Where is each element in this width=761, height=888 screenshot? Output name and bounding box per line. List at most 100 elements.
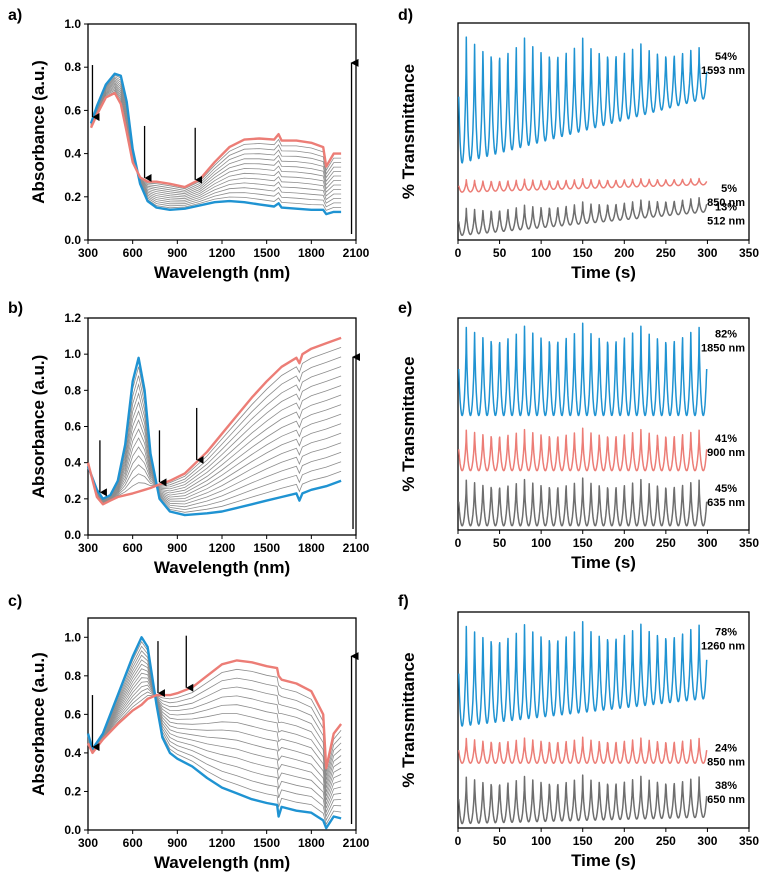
x-tick-label: 250 [656,246,676,260]
x-tick-label: 600 [123,541,143,555]
intermediate-spectrum [90,77,342,205]
y-tick-label: 0.6 [64,707,81,721]
x-tick-label: 350 [739,246,759,260]
trace-percent-label: 54% [715,51,737,63]
x-tick-label: 150 [573,246,593,260]
intermediate-spectrum [87,672,342,797]
intermediate-spectrum [87,413,342,502]
trace-percent-label: 41% [715,433,737,445]
intermediate-spectrum [87,677,342,793]
y-tick-label: 0.8 [64,60,81,74]
trace-512-nm [457,196,708,237]
trace-percent-label: 45% [715,483,737,495]
intermediate-spectrum [87,366,342,504]
trace-percent-label: 5% [721,183,737,195]
trace-wavelength-label: 850 nm [707,197,745,209]
x-tick-label: 1800 [298,541,325,555]
intermediate-spectrum [90,88,342,193]
x-tick-label: 100 [531,834,551,848]
plot-frame [87,617,357,831]
y-tick-label: 0.2 [64,784,81,798]
y-tick-label: 1.2 [64,311,81,325]
trace-635-nm [457,477,708,527]
initial-spectrum-line [89,72,342,216]
x-tick-label: 1500 [253,541,280,555]
x-tick-label: 300 [697,834,717,848]
y-tick-label: 0.8 [64,383,81,397]
panel-label: f) [398,593,409,610]
intermediate-spectrum [87,404,342,503]
intermediate-spectrum [87,645,342,822]
x-axis-label: Time (s) [571,851,636,870]
x-tick-label: 300 [78,246,98,260]
x-tick-label: 2100 [343,541,370,555]
panel-label: b) [8,300,23,317]
intermediate-spectrum [87,681,342,789]
intermediate-spectrum [87,686,342,781]
y-tick-label: 0.4 [64,746,81,760]
trace-percent-label: 82% [715,328,737,340]
x-tick-label: 300 [697,536,717,550]
x-tick-label: 0 [455,536,462,550]
initial-spectrum-line [86,356,342,517]
y-axis-label: Absorbance (a.u.) [29,355,48,499]
x-tick-label: 0 [455,246,462,260]
x-tick-label: 600 [123,246,143,260]
y-axis-label: % Transmittance [399,64,418,199]
x-tick-label: 0 [455,834,462,848]
intermediate-spectrum [87,668,342,773]
trace-percent-label: 38% [715,780,737,792]
x-tick-label: 300 [697,246,717,260]
y-tick-label: 0.2 [64,190,81,204]
x-tick-label: 2100 [343,836,370,850]
intermediate-spectrum [90,80,342,201]
panel-label: e) [398,300,412,317]
x-tick-label: 150 [573,834,593,848]
trace-wavelength-label: 1850 nm [701,342,745,354]
y-tick-label: 0.4 [64,456,81,470]
intermediate-spectrum [87,641,342,826]
x-tick-label: 200 [614,536,634,550]
x-tick-label: 1800 [298,246,325,260]
x-axis-label: Time (s) [571,553,636,572]
trace-wavelength-label: 1593 nm [701,65,745,77]
y-axis-label: Absorbance (a.u.) [29,60,48,204]
x-tick-label: 150 [573,536,593,550]
plot-frame [457,611,750,829]
intermediate-spectrum [87,654,342,814]
x-tick-label: 200 [614,246,634,260]
intermediate-spectrum [87,394,342,503]
trace-850-nm [457,177,708,193]
x-axis-label: Wavelength (nm) [154,558,290,577]
panel-label: d) [398,7,413,24]
trace-percent-label: 78% [715,627,737,639]
x-axis-label: Wavelength (nm) [154,853,290,872]
x-tick-label: 250 [656,536,676,550]
x-tick-label: 900 [167,836,187,850]
y-tick-label: 0.6 [64,420,81,434]
intermediate-spectrum [87,385,342,503]
intermediate-spectrum [90,83,342,198]
x-tick-label: 900 [167,246,187,260]
intermediate-spectrum [87,677,342,777]
panel-label: a) [8,7,22,24]
x-axis-label: Time (s) [571,263,636,282]
x-axis-label: Wavelength (nm) [154,263,290,282]
plot-frame [457,22,750,241]
trace-wavelength-label: 850 nm [707,756,745,768]
x-tick-label: 2100 [343,246,370,260]
intermediate-spectrum [87,356,342,504]
x-tick-label: 50 [493,834,507,848]
trace-wavelength-label: 900 nm [707,447,745,459]
y-axis-label: % Transmittance [399,652,418,787]
x-tick-label: 50 [493,536,507,550]
y-tick-label: 1.0 [64,630,81,644]
x-tick-label: 350 [739,834,759,848]
x-tick-label: 100 [531,536,551,550]
plot-frame [457,317,750,531]
final-spectrum-line [89,91,342,189]
trace-1260-nm [457,620,708,727]
y-tick-label: 0.0 [64,823,81,837]
x-tick-label: 900 [167,541,187,555]
intermediate-spectrum [90,82,342,200]
